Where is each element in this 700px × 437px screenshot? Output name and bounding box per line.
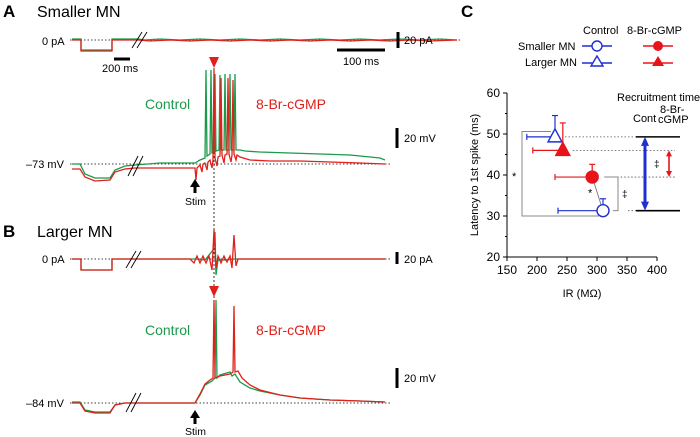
panel-a-current-label: 0 pA xyxy=(42,36,65,48)
panel-c-letter: C xyxy=(461,2,473,21)
legend-filled-circle-icon xyxy=(653,41,663,51)
y-axis-label: Latency to 1st spike (ms) xyxy=(469,114,481,236)
dagger-mark: ‡ xyxy=(654,160,660,171)
panel-a-control-label: Control xyxy=(145,96,190,112)
arrowhead-down-icon xyxy=(666,171,672,178)
legend-header-control: Control xyxy=(583,25,618,37)
panel-a-title: Smaller MN xyxy=(37,4,121,21)
legend-row-smaller: Smaller MN xyxy=(518,41,576,53)
chart-axes: 20 30 40 50 60 150 200 250 300 350 400 xyxy=(487,86,668,277)
panel-b-title: Larger MN xyxy=(37,224,113,241)
panel-b-voltage-trace-drug xyxy=(72,299,386,414)
panel-a-stim-label: Stim xyxy=(185,196,206,208)
arrowhead-down-icon xyxy=(641,201,649,211)
recruitment-cont-label: Cont xyxy=(633,113,656,125)
recruitment-title: Recruitment time xyxy=(617,92,700,104)
panel-b-current-label: 0 pA xyxy=(42,254,65,266)
significance-star: * xyxy=(512,171,517,183)
legend-filled-triangle-icon xyxy=(652,56,664,66)
data-point-filled-circle xyxy=(585,170,599,184)
legend-open-triangle-icon xyxy=(589,54,605,67)
panel-a-20pa-label: 20 pA xyxy=(404,35,433,47)
y-tick-label: 20 xyxy=(487,250,501,264)
panel-b-control-label: Control xyxy=(145,322,190,338)
panel-b-voltage-label: –84 mV xyxy=(26,398,65,410)
x-tick-label: 400 xyxy=(647,263,667,277)
panel-a-100ms-label: 100 ms xyxy=(343,56,380,68)
x-axis-label: IR (MΩ) xyxy=(563,288,602,300)
legend-header-drug: 8-Br-cGMP xyxy=(627,25,682,37)
dagger-mark: ‡ xyxy=(622,189,628,200)
panel-a-first-spike-marker xyxy=(209,57,219,68)
legend-row-larger: Larger MN xyxy=(525,57,577,69)
data-point-filled-triangle xyxy=(554,140,571,157)
panel-b-stim-label: Stim xyxy=(185,426,206,437)
significance-bracket xyxy=(521,131,599,217)
legend-open-circle-icon xyxy=(591,40,603,52)
panel-a-current-trace-drug xyxy=(72,39,458,52)
recruitment-drug-label-2: cGMP xyxy=(658,114,689,126)
panel-b-20mv-label: 20 mV xyxy=(404,373,436,385)
panel-b-letter: B xyxy=(3,222,15,241)
chart-marks: * * ‡ ‡ xyxy=(512,114,680,218)
y-tick-label: 60 xyxy=(487,86,501,100)
data-point-open-triangle xyxy=(546,127,564,143)
x-tick-label: 250 xyxy=(557,263,577,277)
arrowhead-up-icon xyxy=(641,136,649,146)
panel-b-drug-label: 8-Br-cGMP xyxy=(256,322,326,338)
panel-b-stim-arrow-icon xyxy=(190,410,200,424)
significance-bracket xyxy=(604,176,619,212)
panel-b-current-trace-control xyxy=(72,231,385,276)
panel-b-20pa-label: 20 pA xyxy=(404,254,433,266)
y-tick-label: 50 xyxy=(487,127,501,141)
panel-a-voltage-trace-control xyxy=(72,69,386,179)
x-tick-label: 200 xyxy=(527,263,547,277)
significance-star: * xyxy=(588,187,593,199)
arrowhead-up-icon xyxy=(666,150,672,157)
recruitment-drug-label-1: 8-Br- xyxy=(660,104,685,116)
panel-a-break-mark xyxy=(131,31,143,49)
panel-b-first-spike-marker xyxy=(209,286,219,297)
chart-legend: Control 8-Br-cGMP Smaller MN Larger MN xyxy=(518,25,682,69)
panel-a-20mv-label: 20 mV xyxy=(404,133,436,145)
x-tick-label: 150 xyxy=(497,263,517,277)
x-tick-label: 300 xyxy=(587,263,607,277)
panel-a-drug-label: 8-Br-cGMP xyxy=(256,96,326,112)
panel-a-voltage-label: –73 mV xyxy=(26,159,65,171)
y-tick-label: 40 xyxy=(487,168,501,182)
panel-a-letter: A xyxy=(3,2,15,21)
panel-b-voltage-trace-control xyxy=(72,299,386,413)
significance-connector xyxy=(593,182,602,205)
panel-a-stim-arrow-icon xyxy=(190,179,200,193)
data-point-open-circle xyxy=(596,203,610,218)
panel-b-current-trace-drug xyxy=(72,229,385,271)
x-tick-label: 350 xyxy=(617,263,637,277)
y-tick-label: 30 xyxy=(487,209,501,223)
panel-a-voltage-trace-drug xyxy=(72,69,386,182)
panel-a-200ms-label: 200 ms xyxy=(102,63,139,75)
